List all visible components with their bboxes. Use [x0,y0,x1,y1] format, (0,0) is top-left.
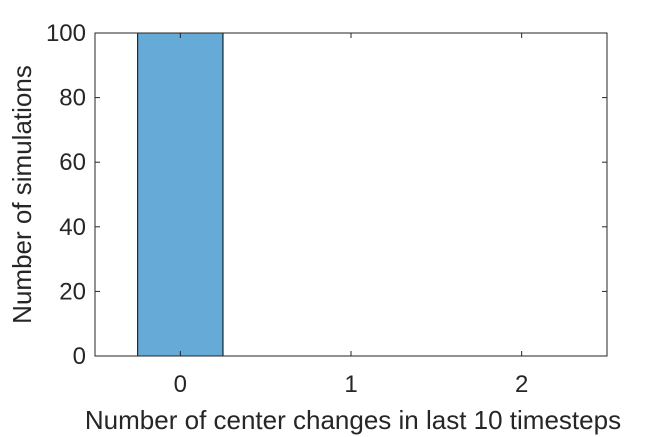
x-tick-label-0: 0 [174,371,187,398]
x-tick-label-1: 1 [344,371,357,398]
bars-group [137,32,224,357]
y-axis-label: Number of simulations [7,65,37,324]
y-tick-label-100: 100 [46,20,86,47]
x-tick-label-2: 2 [515,371,528,398]
x-axis-label: Number of center changes in last 10 time… [85,405,621,435]
y-tick-label-40: 40 [59,214,86,241]
y-tick-label-20: 20 [59,278,86,305]
y-tick-label-60: 60 [59,149,86,176]
y-tick-label-80: 80 [59,85,86,112]
ticks-group: 0 20 40 60 80 100 0 1 2 [46,20,607,398]
bar-0 [137,32,224,357]
y-tick-label-0: 0 [73,343,86,370]
